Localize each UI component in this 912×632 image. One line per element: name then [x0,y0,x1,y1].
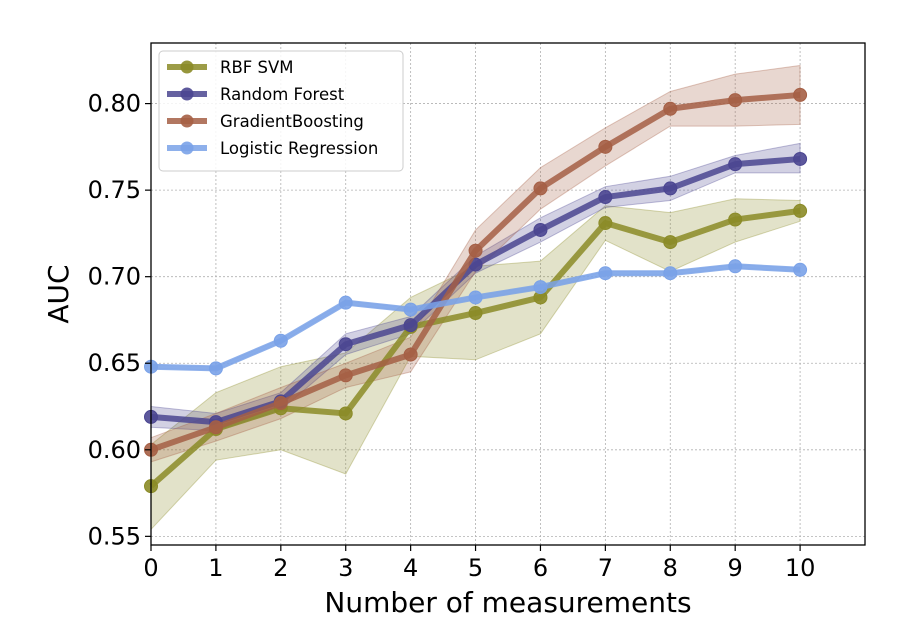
y-axis-title: AUC [42,264,75,323]
point-rbf-svm [793,203,808,218]
point-gradientboosting [793,87,808,102]
x-tick-label: 7 [598,554,613,582]
legend-label-random-forest: Random Forest [220,85,345,104]
point-gradientboosting [663,101,678,116]
point-logistic-regression [338,295,353,310]
point-logistic-regression [208,361,223,376]
point-gradientboosting [533,181,548,196]
y-tick-label: 0.75 [88,176,141,204]
legend-marker-rbf-svm [180,60,194,74]
x-tick-label: 5 [468,554,483,582]
axis-ticks: 0 1 2 3 4 5 6 7 8 9 10 0.55 0.60 0.65 0.70 0.75 0.80 [88,90,816,582]
x-axis-title: Number of measurements [324,586,691,619]
y-tick-label: 0.65 [88,349,141,377]
legend-label-rbf-svm: RBF SVM [220,58,294,77]
y-tick-label: 0.80 [88,90,141,118]
point-logistic-regression [468,290,483,305]
series-lines [144,87,808,494]
point-gradientboosting [598,139,613,154]
point-random-forest [663,181,678,196]
point-logistic-regression [403,302,418,317]
band-random-forest [150,142,801,432]
band-rbf-svm [150,198,801,531]
point-gradientboosting [273,396,288,411]
point-gradientboosting [728,93,743,108]
point-random-forest [403,318,418,333]
legend-label-gradientboosting: GradientBoosting [220,112,364,131]
y-tick-label: 0.70 [88,263,141,291]
point-logistic-regression [728,259,743,274]
y-tick-label: 0.60 [88,436,141,464]
point-rbf-svm [663,235,678,250]
point-rbf-svm [728,212,743,227]
x-tick-label: 4 [403,554,418,582]
y-tick-label: 0.55 [88,522,141,550]
legend-marker-logistic-regression [180,141,194,155]
legend-label-logistic-regression: Logistic Regression [220,139,378,158]
point-logistic-regression [598,266,613,281]
x-tick-label: 0 [143,554,158,582]
point-random-forest [793,151,808,166]
point-logistic-regression [273,333,288,348]
x-tick-label: 10 [785,554,816,582]
point-random-forest [598,190,613,205]
plot-area-frame [150,42,866,546]
point-gradientboosting [338,368,353,383]
point-rbf-svm [598,216,613,231]
point-logistic-regression [793,262,808,277]
legend: RBF SVM Random Forest GradientBoosting Logi… [158,50,404,172]
point-random-forest [533,222,548,237]
legend-marker-random-forest [180,87,194,101]
x-tick-label: 6 [533,554,548,582]
point-random-forest [338,337,353,352]
point-rbf-svm [338,406,353,421]
point-gradientboosting [403,347,418,362]
point-logistic-regression [533,280,548,295]
x-tick-label: 9 [728,554,743,582]
point-logistic-regression [663,266,678,281]
x-tick-label: 2 [273,554,288,582]
x-tick-label: 1 [208,554,223,582]
x-tick-label: 3 [338,554,353,582]
legend-box [158,50,404,172]
point-gradientboosting [208,420,223,435]
point-random-forest [728,157,743,172]
legend-marker-gradientboosting [180,114,194,128]
point-rbf-svm [468,306,483,321]
gridlines [150,43,865,545]
x-tick-label: 8 [663,554,678,582]
point-gradientboosting [468,243,483,258]
